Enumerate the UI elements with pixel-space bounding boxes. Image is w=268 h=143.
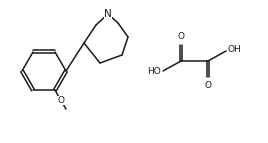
Text: N: N [104,9,112,19]
Text: O: O [58,96,65,105]
Text: OH: OH [228,45,242,54]
Text: HO: HO [147,67,161,77]
Text: O: O [204,81,211,90]
Text: O: O [177,32,184,41]
